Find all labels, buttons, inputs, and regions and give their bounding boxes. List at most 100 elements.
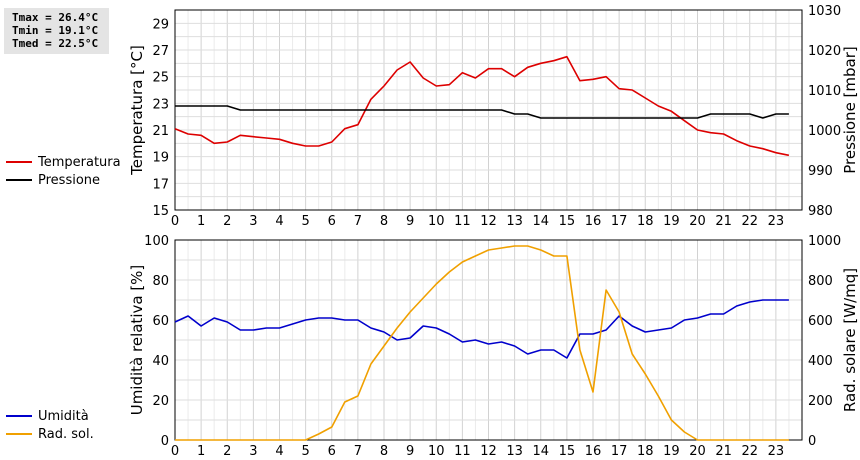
- x-tick-label: 9: [406, 444, 414, 459]
- x-tick-label: 17: [611, 444, 628, 459]
- y-left-tick-label: 29: [152, 17, 169, 32]
- x-tick-label: 15: [559, 214, 576, 229]
- y-left-axis-label: Temperatura [°C]: [128, 45, 146, 176]
- x-tick-label: 0: [171, 444, 179, 459]
- stat-tmed: Tmed = 22.5°C: [12, 37, 99, 50]
- y-right-tick-label: 1000: [808, 124, 841, 139]
- y-left-tick-label: 80: [152, 274, 169, 289]
- x-tick-label: 20: [689, 444, 706, 459]
- x-tick-label: 19: [663, 214, 680, 229]
- y-right-tick-label: 200: [808, 394, 833, 409]
- x-tick-label: 2: [223, 214, 231, 229]
- x-tick-label: 7: [354, 444, 362, 459]
- x-tick-label: 12: [480, 214, 497, 229]
- x-tick-label: 22: [741, 214, 758, 229]
- x-tick-label: 11: [454, 214, 471, 229]
- y-right-tick-label: 1030: [808, 4, 841, 19]
- legend-item-pressione: Pressione: [6, 171, 121, 189]
- x-tick-label: 4: [275, 444, 283, 459]
- chart-panel-1: 0 1 2 3 4 5 6 7 8 9 10 11 12 13 14 15 16 17 18 19 20 21 22 2315…: [128, 4, 859, 229]
- x-tick-label: 1: [197, 214, 205, 229]
- x-tick-label: 13: [506, 214, 523, 229]
- x-tick-label: 23: [768, 214, 785, 229]
- y-right-axis-label: Rad. solare [W/mq]: [841, 268, 859, 412]
- legend-swatch-pressione: [6, 179, 32, 181]
- legend-label-pressione: Pressione: [38, 172, 101, 188]
- x-tick-label: 16: [585, 214, 602, 229]
- x-tick-label: 16: [585, 444, 602, 459]
- x-tick-label: 21: [715, 444, 732, 459]
- y-left-tick-label: 19: [152, 151, 169, 166]
- x-tick-label: 0: [171, 214, 179, 229]
- y-left-tick-label: 27: [152, 44, 169, 59]
- x-tick-label: 17: [611, 214, 628, 229]
- x-tick-label: 4: [275, 214, 283, 229]
- x-tick-label: 7: [354, 214, 362, 229]
- x-tick-label: 10: [428, 214, 445, 229]
- y-left-tick-label: 17: [152, 177, 169, 192]
- y-right-tick-label: 980: [808, 204, 833, 219]
- x-tick-label: 5: [301, 214, 309, 229]
- series-line-umidit: [174, 299, 789, 359]
- y-left-tick-label: 15: [152, 204, 169, 219]
- legend-label-temperatura: Temperatura: [38, 154, 121, 170]
- y-right-tick-label: 800: [808, 274, 833, 289]
- x-tick-label: 3: [249, 214, 257, 229]
- legend-top: Temperatura Pressione: [6, 153, 121, 189]
- legend-swatch-radsol: [6, 433, 32, 435]
- plot-frame: [174, 239, 803, 441]
- y-right-tick-label: 600: [808, 314, 833, 329]
- y-right-tick-label: 1010: [808, 84, 841, 99]
- x-tick-label: 19: [663, 444, 680, 459]
- x-tick-label: 9: [406, 214, 414, 229]
- legend-bottom: Umidità Rad. sol.: [6, 407, 94, 443]
- y-right-tick-label: 1020: [808, 44, 841, 59]
- x-tick-label: 10: [428, 444, 445, 459]
- x-tick-label: 5: [301, 444, 309, 459]
- x-tick-label: 8: [380, 214, 388, 229]
- series-line-rad-sol: [175, 245, 789, 441]
- legend-swatch-umidita: [6, 415, 32, 417]
- y-left-tick-label: 23: [152, 97, 169, 112]
- y-left-tick-label: 21: [152, 124, 169, 139]
- x-tick-label: 2: [223, 444, 231, 459]
- y-right-tick-label: 990: [808, 164, 833, 179]
- y-right-tick-label: 1000: [808, 234, 841, 249]
- x-tick-label: 21: [715, 214, 732, 229]
- x-tick-label: 22: [741, 444, 758, 459]
- y-right-tick-label: 0: [808, 434, 816, 449]
- stats-box: Tmax = 26.4°C Tmin = 19.1°C Tmed = 22.5°…: [4, 8, 109, 54]
- y-left-tick-label: 25: [152, 71, 169, 86]
- x-tick-label: 1: [197, 444, 205, 459]
- x-tick-label: 13: [506, 444, 523, 459]
- x-tick-label: 14: [532, 214, 549, 229]
- x-tick-label: 23: [768, 444, 785, 459]
- y-right-tick-label: 400: [808, 354, 833, 369]
- legend-swatch-temperatura: [6, 161, 32, 163]
- legend-item-radsol: Rad. sol.: [6, 425, 94, 443]
- y-right-axis-label: Pressione [mbar]: [841, 46, 859, 174]
- stat-tmax: Tmax = 26.4°C: [12, 11, 99, 24]
- plot-frame: [174, 9, 803, 211]
- legend-item-temperatura: Temperatura: [6, 153, 121, 171]
- x-tick-label: 3: [249, 444, 257, 459]
- chart-panel-2: 0 1 2 3 4 5 6 7 8 9 10 11 12 13 14 15 16 17 18 19 20 21 22 2302…: [128, 234, 859, 459]
- x-tick-label: 11: [454, 444, 471, 459]
- stat-tmin: Tmin = 19.1°C: [12, 24, 99, 37]
- legend-label-radsol: Rad. sol.: [38, 426, 94, 442]
- y-left-tick-label: 100: [144, 234, 169, 249]
- y-left-tick-label: 40: [152, 354, 169, 369]
- y-left-tick-label: 0: [161, 434, 169, 449]
- y-left-tick-label: 20: [152, 394, 169, 409]
- x-tick-label: 6: [328, 214, 336, 229]
- x-tick-label: 12: [480, 444, 497, 459]
- y-left-tick-label: 60: [152, 314, 169, 329]
- x-tick-label: 15: [559, 444, 576, 459]
- x-tick-label: 18: [637, 214, 654, 229]
- x-tick-label: 18: [637, 444, 654, 459]
- legend-label-umidita: Umidità: [38, 408, 89, 424]
- y-left-axis-label: Umidità relativa [%]: [128, 265, 146, 416]
- x-tick-label: 20: [689, 214, 706, 229]
- x-tick-label: 8: [380, 444, 388, 459]
